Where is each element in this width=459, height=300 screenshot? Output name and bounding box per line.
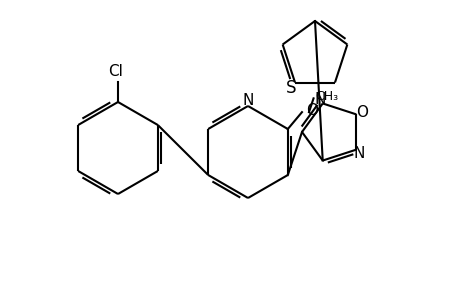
Text: N: N bbox=[353, 146, 364, 161]
Text: O: O bbox=[356, 105, 368, 120]
Text: N: N bbox=[242, 92, 253, 107]
Text: N: N bbox=[313, 92, 325, 107]
Text: Cl: Cl bbox=[108, 64, 123, 79]
Text: CH₃: CH₃ bbox=[315, 90, 338, 103]
Text: O: O bbox=[305, 103, 317, 118]
Text: S: S bbox=[285, 79, 296, 97]
